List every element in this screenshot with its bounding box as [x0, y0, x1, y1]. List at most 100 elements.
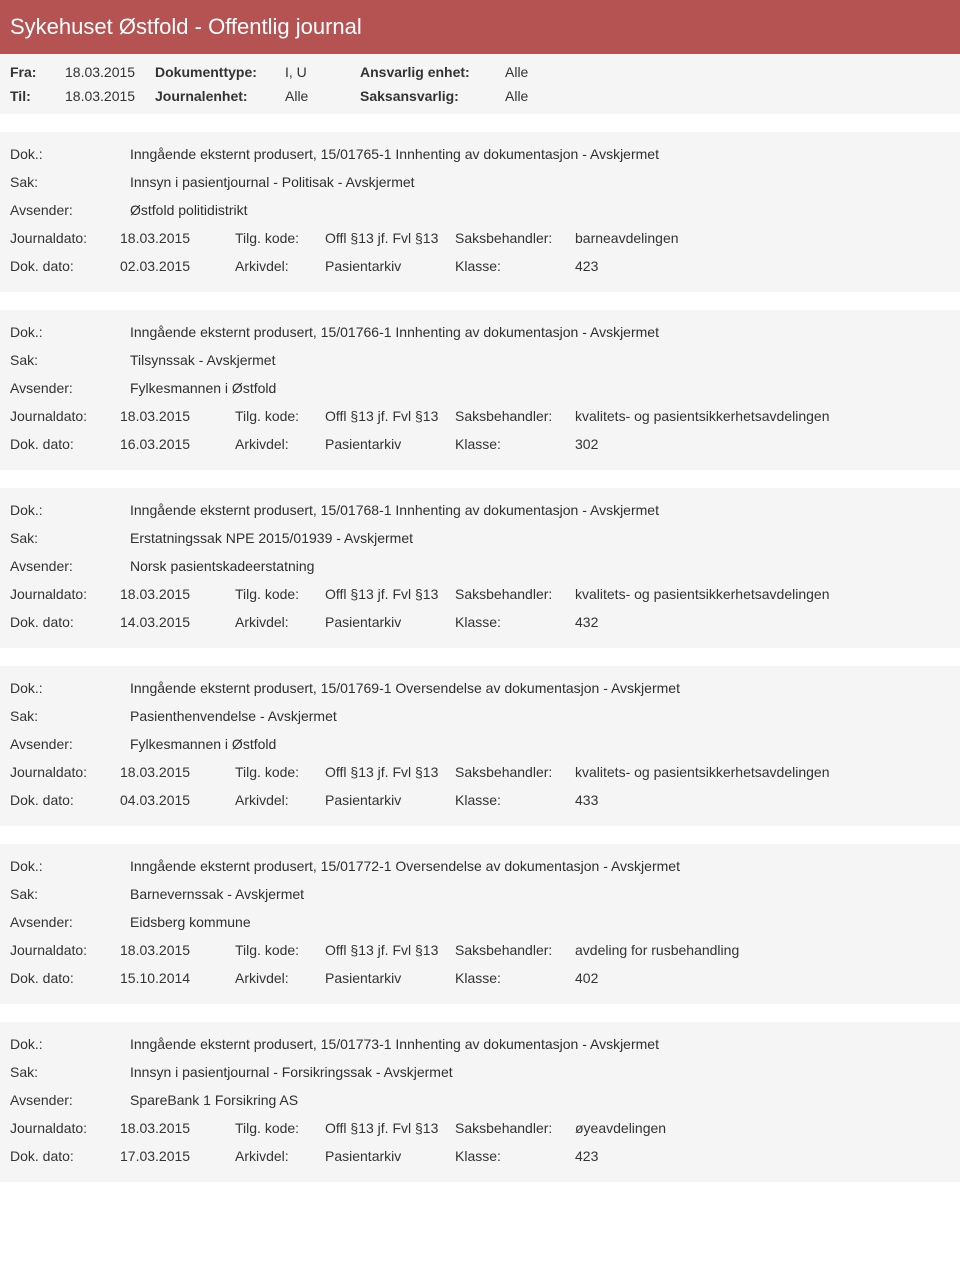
avsender-label: Avsender:: [10, 558, 120, 574]
saksbehandler-value: kvalitets- og pasientsikkerhetsavdelinge…: [575, 764, 950, 780]
arkivdel-label: Arkivdel:: [235, 792, 325, 808]
avsender-label: Avsender:: [10, 380, 120, 396]
saksbehandler-label: Saksbehandler:: [455, 1120, 575, 1136]
tilg-kode-value: Offl §13 jf. Fvl §13: [325, 764, 455, 780]
klasse-label: Klasse:: [455, 792, 575, 808]
arkivdel-value: Pasientarkiv: [325, 1148, 455, 1164]
journaldato-label: Journaldato:: [10, 764, 120, 780]
journalenhet-value: Alle: [285, 88, 360, 104]
tilg-kode-label: Tilg. kode:: [235, 942, 325, 958]
tilg-kode-label: Tilg. kode:: [235, 764, 325, 780]
journal-entry: Dok.: Inngående eksternt produsert, 15/0…: [0, 1022, 960, 1182]
journal-entry: Dok.: Inngående eksternt produsert, 15/0…: [0, 666, 960, 826]
avsender-label: Avsender:: [10, 202, 120, 218]
dok-dato-label: Dok. dato:: [10, 258, 120, 274]
dok-dato-label: Dok. dato:: [10, 792, 120, 808]
saksbehandler-value: barneavdelingen: [575, 230, 950, 246]
klasse-label: Klasse:: [455, 1148, 575, 1164]
klasse-label: Klasse:: [455, 614, 575, 630]
journaldato-value: 18.03.2015: [120, 586, 235, 602]
dok-dato-value: 17.03.2015: [120, 1148, 235, 1164]
ansvarlig-enhet-value: Alle: [505, 64, 565, 80]
journaldato-label: Journaldato:: [10, 942, 120, 958]
til-label: Til:: [10, 88, 65, 104]
fra-value: 18.03.2015: [65, 64, 155, 80]
dok-label: Dok.:: [10, 858, 120, 874]
tilg-kode-label: Tilg. kode:: [235, 586, 325, 602]
sak-value: Tilsynssak - Avskjermet: [130, 352, 950, 368]
avsender-label: Avsender:: [10, 914, 120, 930]
saksbehandler-label: Saksbehandler:: [455, 586, 575, 602]
klasse-label: Klasse:: [455, 436, 575, 452]
dok-dato-label: Dok. dato:: [10, 614, 120, 630]
page-title: Sykehuset Østfold - Offentlig journal: [0, 0, 960, 54]
avsender-value: SpareBank 1 Forsikring AS: [130, 1092, 950, 1108]
klasse-value: 423: [575, 258, 950, 274]
tilg-kode-label: Tilg. kode:: [235, 1120, 325, 1136]
journaldato-label: Journaldato:: [10, 230, 120, 246]
journaldato-value: 18.03.2015: [120, 230, 235, 246]
journal-entry: Dok.: Inngående eksternt produsert, 15/0…: [0, 488, 960, 648]
sak-label: Sak:: [10, 174, 120, 190]
arkivdel-value: Pasientarkiv: [325, 436, 455, 452]
tilg-kode-label: Tilg. kode:: [235, 408, 325, 424]
ansvarlig-enhet-label: Ansvarlig enhet:: [360, 64, 505, 80]
dok-dato-value: 15.10.2014: [120, 970, 235, 986]
saksbehandler-label: Saksbehandler:: [455, 408, 575, 424]
sak-value: Pasienthenvendelse - Avskjermet: [130, 708, 950, 724]
avsender-value: Fylkesmannen i Østfold: [130, 380, 950, 396]
avsender-label: Avsender:: [10, 736, 120, 752]
arkivdel-label: Arkivdel:: [235, 436, 325, 452]
dok-label: Dok.:: [10, 1036, 120, 1052]
avsender-value: Østfold politidistrikt: [130, 202, 950, 218]
arkivdel-value: Pasientarkiv: [325, 970, 455, 986]
dokumenttype-label: Dokumenttype:: [155, 64, 285, 80]
journaldato-value: 18.03.2015: [120, 408, 235, 424]
sak-label: Sak:: [10, 352, 120, 368]
dok-dato-value: 04.03.2015: [120, 792, 235, 808]
avsender-label: Avsender:: [10, 1092, 120, 1108]
saksbehandler-value: kvalitets- og pasientsikkerhetsavdelinge…: [575, 586, 950, 602]
tilg-kode-label: Tilg. kode:: [235, 230, 325, 246]
journaldato-value: 18.03.2015: [120, 942, 235, 958]
avsender-value: Eidsberg kommune: [130, 914, 950, 930]
tilg-kode-value: Offl §13 jf. Fvl §13: [325, 408, 455, 424]
tilg-kode-value: Offl §13 jf. Fvl §13: [325, 1120, 455, 1136]
klasse-label: Klasse:: [455, 970, 575, 986]
sak-label: Sak:: [10, 708, 120, 724]
journaldato-label: Journaldato:: [10, 408, 120, 424]
dokumenttype-value: I, U: [285, 64, 360, 80]
arkivdel-label: Arkivdel:: [235, 970, 325, 986]
dok-value: Inngående eksternt produsert, 15/01766-1…: [130, 324, 950, 340]
til-value: 18.03.2015: [65, 88, 155, 104]
saksbehandler-value: øyeavdelingen: [575, 1120, 950, 1136]
sak-label: Sak:: [10, 530, 120, 546]
tilg-kode-value: Offl §13 jf. Fvl §13: [325, 942, 455, 958]
journal-entry: Dok.: Inngående eksternt produsert, 15/0…: [0, 844, 960, 1004]
sak-value: Erstatningssak NPE 2015/01939 - Avskjerm…: [130, 530, 950, 546]
klasse-value: 423: [575, 1148, 950, 1164]
sak-value: Innsyn i pasientjournal - Forsikringssak…: [130, 1064, 950, 1080]
arkivdel-label: Arkivdel:: [235, 1148, 325, 1164]
saksansvarlig-value: Alle: [505, 88, 565, 104]
arkivdel-label: Arkivdel:: [235, 614, 325, 630]
saksbehandler-value: kvalitets- og pasientsikkerhetsavdelinge…: [575, 408, 950, 424]
journal-entry: Dok.: Inngående eksternt produsert, 15/0…: [0, 310, 960, 470]
dok-label: Dok.:: [10, 502, 120, 518]
dok-dato-label: Dok. dato:: [10, 1148, 120, 1164]
dok-value: Inngående eksternt produsert, 15/01765-1…: [130, 146, 950, 162]
klasse-value: 402: [575, 970, 950, 986]
tilg-kode-value: Offl §13 jf. Fvl §13: [325, 230, 455, 246]
dok-label: Dok.:: [10, 680, 120, 696]
sak-label: Sak:: [10, 886, 120, 902]
klasse-value: 433: [575, 792, 950, 808]
saksansvarlig-label: Saksansvarlig:: [360, 88, 505, 104]
avsender-value: Norsk pasientskadeerstatning: [130, 558, 950, 574]
dok-dato-value: 16.03.2015: [120, 436, 235, 452]
dok-value: Inngående eksternt produsert, 15/01773-1…: [130, 1036, 950, 1052]
dok-dato-value: 02.03.2015: [120, 258, 235, 274]
sak-value: Barnevernssak - Avskjermet: [130, 886, 950, 902]
journal-entry: Dok.: Inngående eksternt produsert, 15/0…: [0, 132, 960, 292]
dok-dato-label: Dok. dato:: [10, 436, 120, 452]
avsender-value: Fylkesmannen i Østfold: [130, 736, 950, 752]
